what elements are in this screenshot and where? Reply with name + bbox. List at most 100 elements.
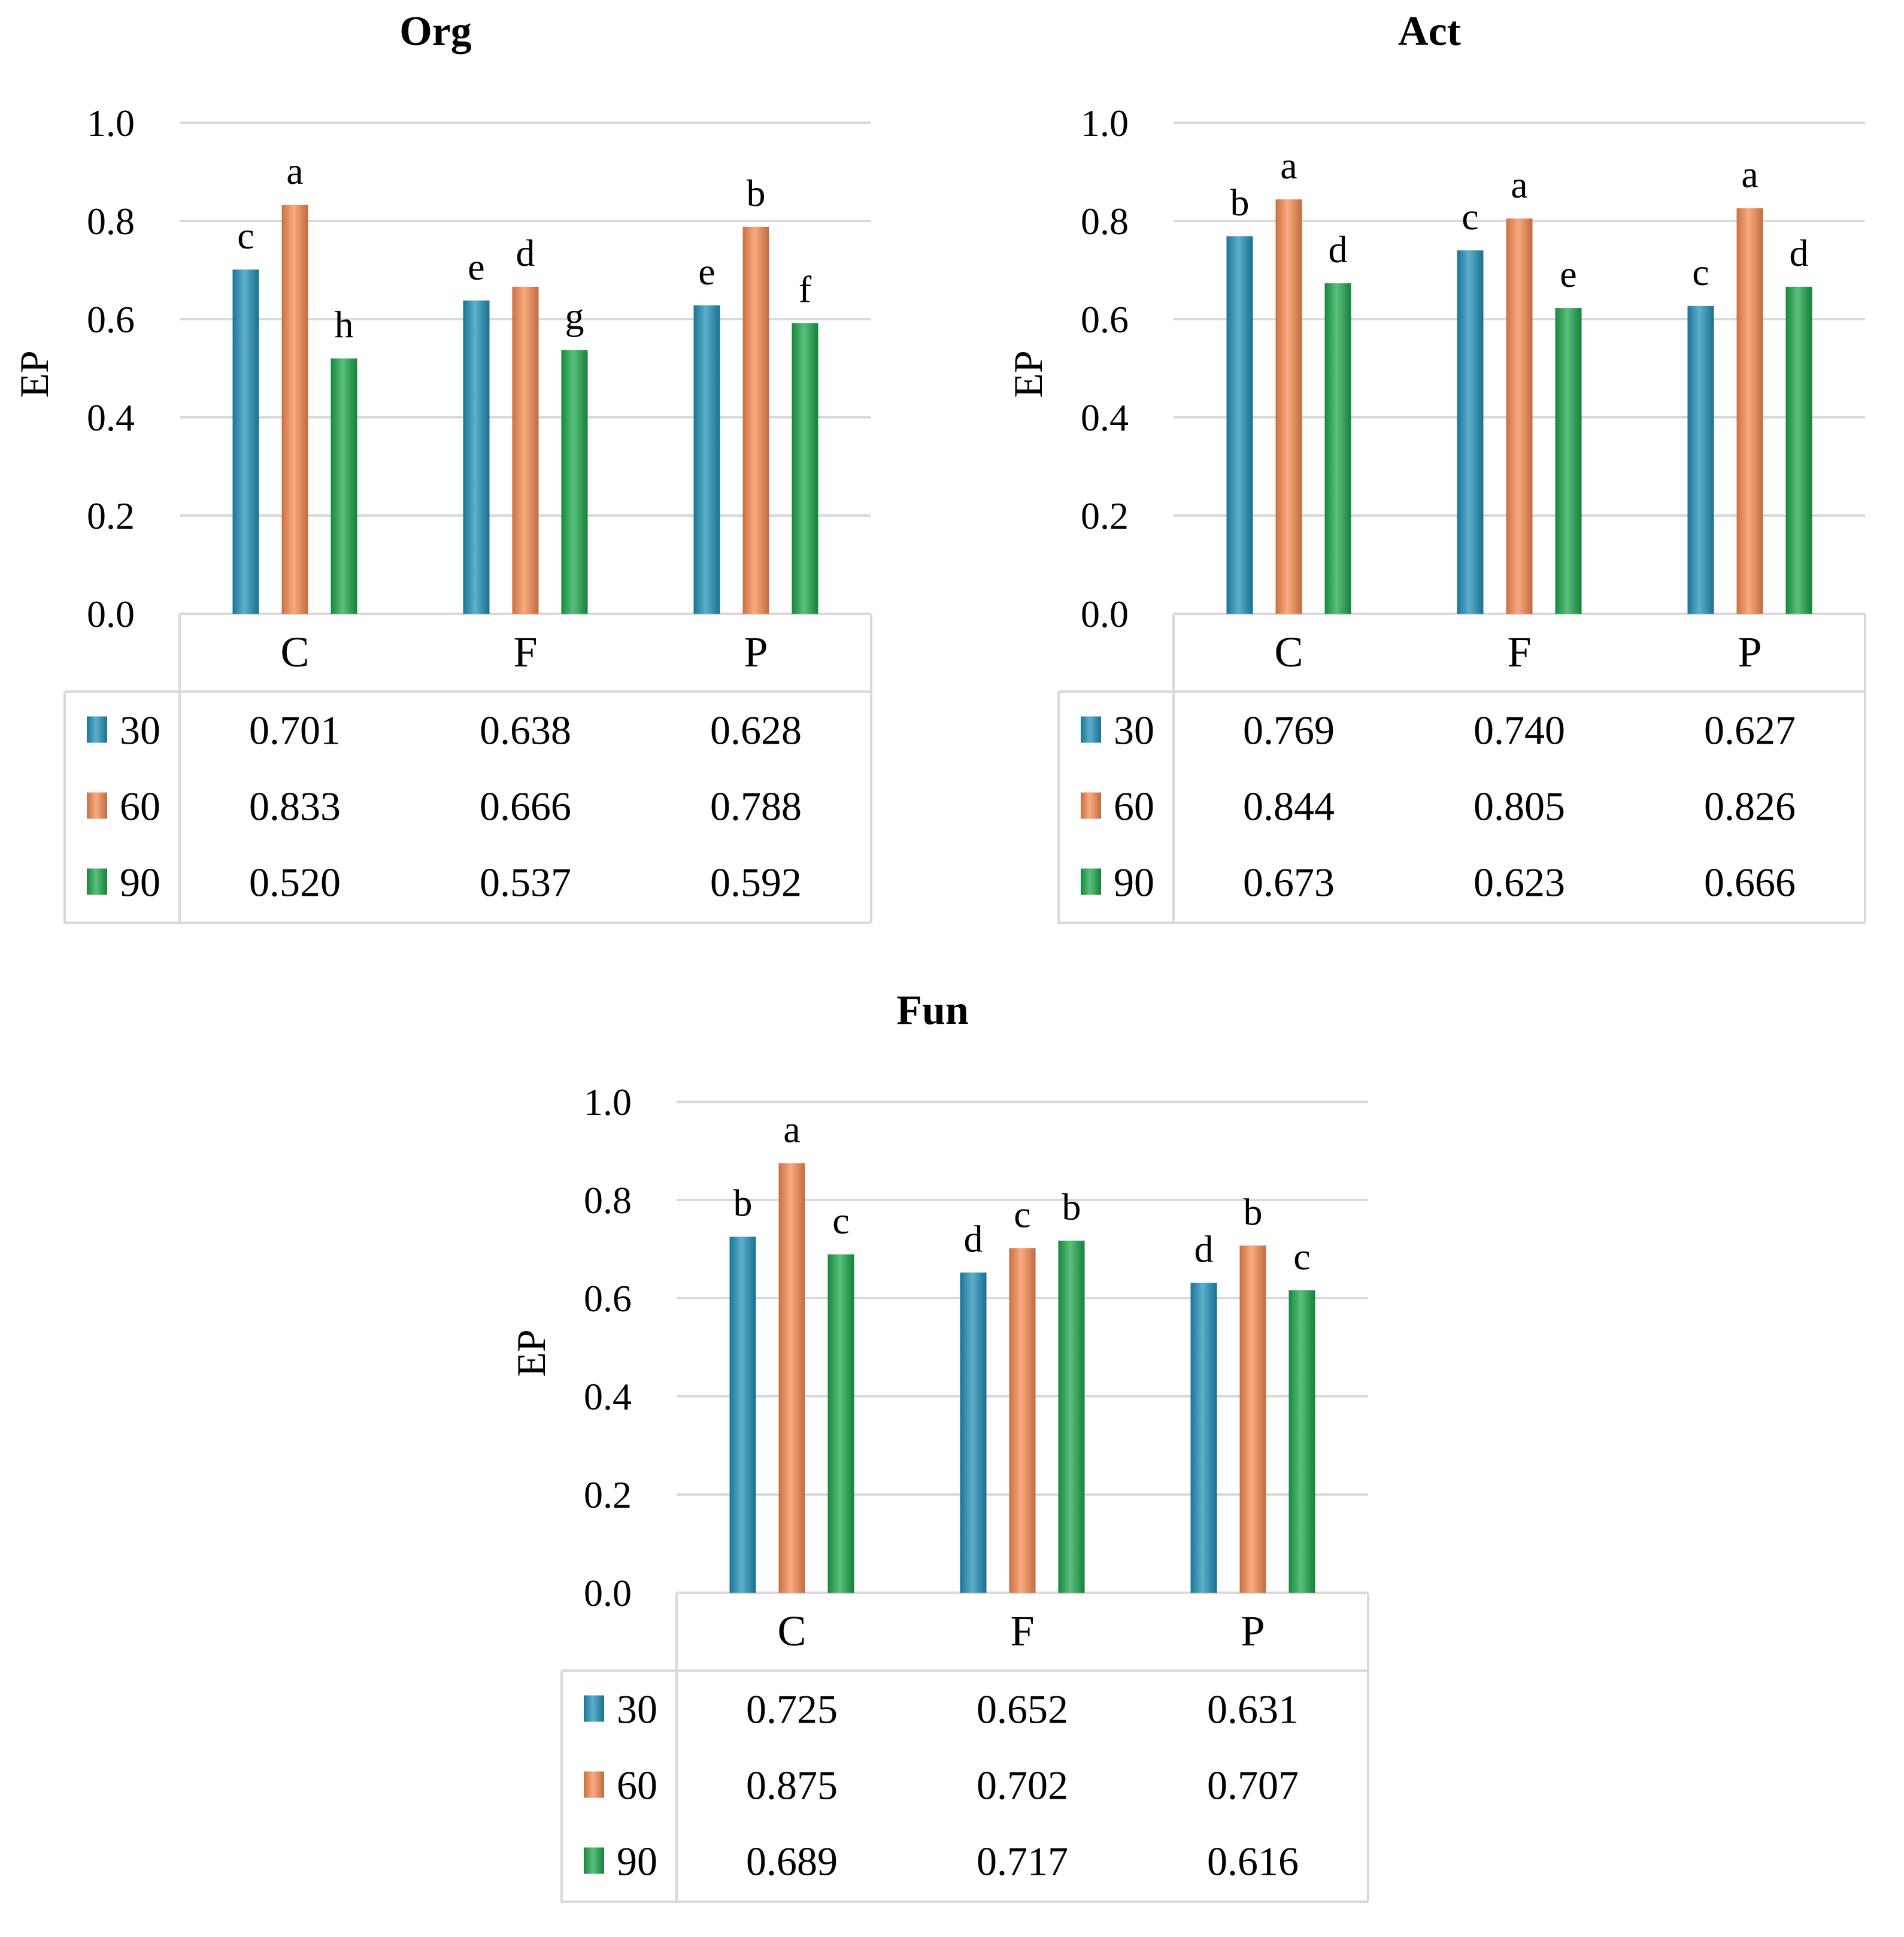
data-table-cell: 0.537 [480, 860, 571, 905]
significance-letter: g [565, 295, 584, 338]
y-tick-label: 0.2 [584, 1474, 632, 1516]
legend-label: 90 [617, 1839, 657, 1884]
bar-org-30-f [463, 300, 490, 614]
bar-fun-30-f [960, 1272, 987, 1593]
data-table-cell: 0.826 [1704, 784, 1796, 829]
bar-org-60-p [742, 226, 769, 614]
y-axis-label: EP [11, 350, 57, 398]
legend-key-90 [1081, 868, 1101, 895]
legend-label: 60 [617, 1763, 657, 1808]
data-table-cell: 0.652 [977, 1687, 1068, 1732]
y-tick-label: 0.6 [87, 298, 135, 341]
y-axis-label: EP [1005, 350, 1051, 398]
bar-fun-60-c [778, 1163, 805, 1593]
data-table-frame [560, 1593, 1369, 1903]
data-table-cell: 0.717 [977, 1839, 1068, 1884]
bar-act-60-p [1736, 208, 1763, 614]
significance-letter: d [1194, 1228, 1214, 1271]
significance-letter: d [516, 232, 535, 274]
bar-org-30-c [232, 269, 259, 614]
x-category-label: P [1738, 628, 1761, 676]
chart-panel-org: Org EP 0.0 0.2 0.4 0.6 0.8 1.0 C F Pc e e 30 0.701 0.63… [11, 8, 872, 924]
significance-letter: a [1511, 163, 1527, 206]
significance-letter: a [1741, 153, 1758, 196]
bar-act-30-f [1457, 250, 1484, 614]
significance-letter: c [1692, 251, 1709, 293]
significance-letter: f [799, 268, 812, 311]
y-tick-label: 0.0 [584, 1572, 632, 1614]
legend-key-60 [584, 1771, 604, 1798]
legend-key-90 [584, 1847, 604, 1874]
significance-letter: e [698, 250, 715, 293]
bar-act-60-f [1506, 218, 1533, 614]
data-table-frame [1057, 614, 1866, 924]
y-tick-label: 0.8 [1081, 200, 1129, 242]
bar-act-30-c [1226, 236, 1253, 614]
bar-act-60-c [1275, 199, 1302, 614]
significance-letter: a [783, 1108, 800, 1151]
bar-fun-30-p [1190, 1283, 1217, 1593]
significance-letter: d [1790, 232, 1809, 274]
data-table-cell: 0.673 [1243, 860, 1335, 905]
y-tick-label: 0.8 [584, 1179, 632, 1221]
data-table-cell: 0.844 [1243, 784, 1335, 829]
y-tick-label: 0.8 [87, 200, 135, 242]
data-table-cell: 0.631 [1207, 1687, 1299, 1732]
chart-panel-act: Act EP 0.0 0.2 0.4 0.6 0.8 1.0 C F Pb c c 30 0.769 0.74… [1005, 8, 1866, 924]
bar-org-90-f [561, 350, 588, 614]
legend-key-30 [87, 716, 107, 743]
data-table-cell: 0.805 [1474, 784, 1565, 829]
bar-org-60-c [281, 204, 308, 614]
significance-letter: e [468, 245, 484, 288]
legend-key-30 [1081, 716, 1101, 743]
y-tick-label: 0.0 [87, 593, 135, 635]
data-table-cell: 0.833 [249, 784, 341, 829]
bar-fun-60-f [1009, 1248, 1036, 1593]
significance-letter: c [832, 1199, 849, 1242]
data-table-cell: 0.666 [1704, 860, 1796, 905]
y-tick-label: 1.0 [87, 102, 135, 144]
bar-act-90-p [1785, 286, 1812, 614]
legend-label: 60 [120, 784, 160, 829]
data-table-cell: 0.520 [249, 860, 341, 905]
data-table-cell: 0.740 [1474, 708, 1565, 753]
x-category-label: F [513, 628, 537, 676]
x-category-label: P [1241, 1607, 1265, 1655]
legend-label: 90 [1114, 860, 1154, 905]
data-table-cell: 0.638 [480, 708, 571, 753]
y-tick-label: 0.6 [584, 1277, 632, 1320]
bar-fun-30-c [729, 1236, 756, 1593]
legend-key-90 [87, 868, 107, 895]
bar-act-90-c [1324, 283, 1351, 614]
y-axis-label: EP [508, 1329, 554, 1377]
legend-label: 60 [1114, 784, 1154, 829]
data-table-cell: 0.707 [1207, 1763, 1299, 1808]
data-table-cell: 0.623 [1474, 860, 1565, 905]
chart-title: Fun [896, 987, 969, 1033]
y-tick-label: 0.4 [584, 1375, 632, 1418]
bar-act-90-f [1555, 308, 1582, 614]
x-category-label: F [1010, 1607, 1034, 1655]
significance-letter: b [733, 1182, 753, 1224]
legend-label: 30 [1114, 708, 1154, 753]
significance-letter: h [335, 304, 354, 346]
bar-org-60-f [512, 286, 539, 614]
data-table-cell: 0.702 [977, 1763, 1068, 1808]
y-tick-label: 0.4 [1081, 396, 1129, 439]
x-category-label: C [1274, 628, 1303, 676]
data-table-cell: 0.628 [710, 708, 802, 753]
significance-letter: d [964, 1217, 983, 1260]
significance-letter: c [1293, 1235, 1310, 1278]
bar-act-30-p [1687, 305, 1714, 614]
x-category-label: P [744, 628, 768, 676]
bar-org-90-c [331, 358, 357, 614]
significance-letter: c [1014, 1193, 1030, 1235]
significance-letter: a [286, 150, 303, 192]
data-table-cell: 0.592 [710, 860, 802, 905]
data-table-cell: 0.666 [480, 784, 571, 829]
data-table-frame [63, 614, 872, 924]
chart-title: Act [1398, 8, 1461, 54]
data-table-cell: 0.701 [249, 708, 341, 753]
y-tick-label: 1.0 [584, 1081, 632, 1123]
